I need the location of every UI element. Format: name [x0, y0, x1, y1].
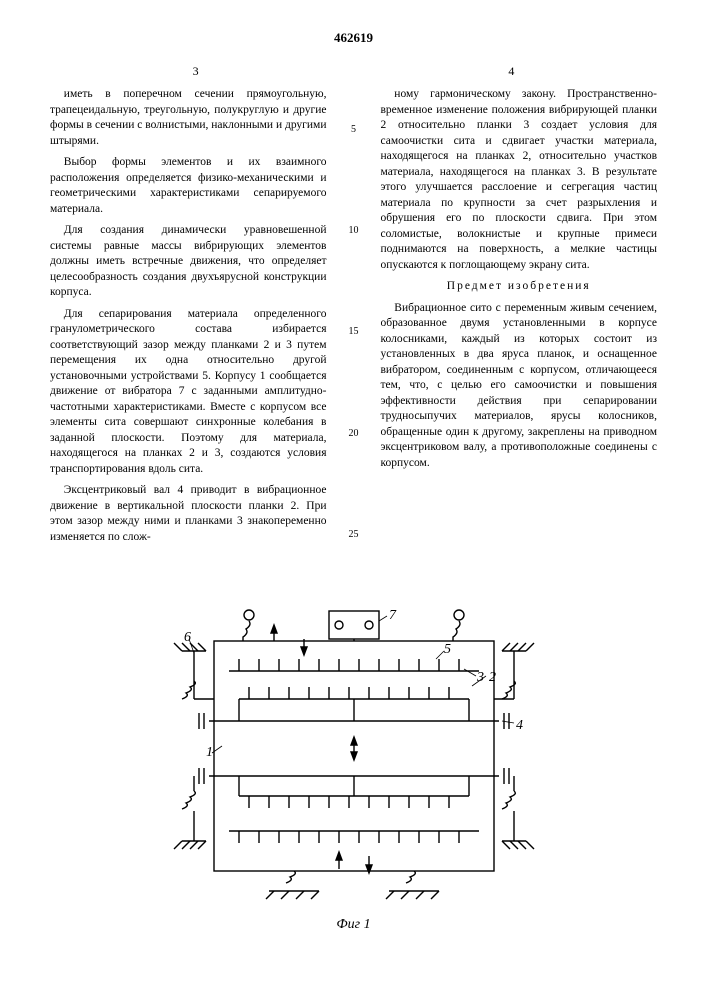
- line-num: 20: [349, 427, 359, 441]
- line-num: 5: [351, 123, 356, 137]
- para: ному гармоническому закону. Пространстве…: [381, 87, 658, 273]
- line-num: 10: [349, 224, 359, 238]
- line-num: 15: [349, 325, 359, 339]
- subject-title: Предмет изобретения: [381, 279, 658, 295]
- fig-label-2: 2: [489, 670, 496, 685]
- doc-number: 462619: [50, 30, 657, 46]
- col-num-right: 4: [366, 64, 657, 79]
- right-column: ному гармоническому закону. Пространстве…: [381, 87, 658, 551]
- figure-caption: Фиг 1: [50, 917, 657, 933]
- para: Эксцентриковый вал 4 приводит в вибрацио…: [50, 483, 327, 545]
- line-num: 25: [349, 528, 359, 542]
- left-column: иметь в поперечном сечении прямоугольную…: [50, 87, 327, 551]
- para: Для создания динамически уравновешенной …: [50, 223, 327, 301]
- para: Выбор формы элементов и их взаимного рас…: [50, 155, 327, 217]
- para: иметь в поперечном сечении прямоугольную…: [50, 87, 327, 149]
- fig-label-7: 7: [389, 608, 397, 623]
- para: Для сепарирования материала определенног…: [50, 307, 327, 478]
- line-numbers: 5 10 15 20 25: [347, 87, 361, 551]
- fig-label-5: 5: [444, 642, 451, 657]
- diagram-svg: 1 2 3 4 5 6 7: [144, 581, 564, 911]
- col-num-left: 3: [50, 64, 341, 79]
- fig-label-4: 4: [516, 718, 523, 733]
- fig-label-1: 1: [206, 745, 213, 760]
- figure-1: 1 2 3 4 5 6 7 Фиг 1: [50, 581, 657, 933]
- para: Вибрационное сито с переменным живым сеч…: [381, 301, 658, 472]
